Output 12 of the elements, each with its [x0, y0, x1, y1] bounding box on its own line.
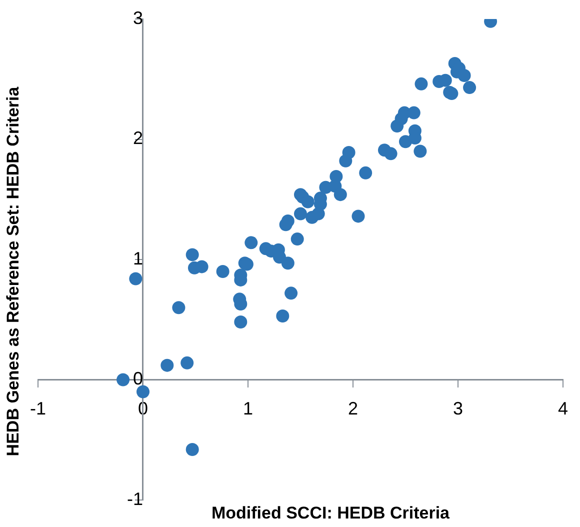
- x-tick-label: -1: [30, 398, 46, 419]
- x-tick-label: 3: [452, 398, 464, 419]
- x-tick-label: 4: [558, 398, 568, 419]
- y-tick-label: 1: [132, 248, 143, 268]
- y-tick-label: 2: [132, 128, 143, 148]
- x-tick-label: 2: [348, 398, 358, 419]
- y-tick-label: 3: [132, 8, 143, 28]
- y-axis-title: HEDB Genes as Reference Set: HEDB Criteria: [4, 86, 23, 456]
- y-tick-label: -1: [126, 488, 143, 509]
- x-axis-title: Modified SCCI: HEDB Criteria: [211, 504, 450, 523]
- y-tick-label: 0: [132, 368, 143, 389]
- x-tick-label: 1: [242, 398, 254, 419]
